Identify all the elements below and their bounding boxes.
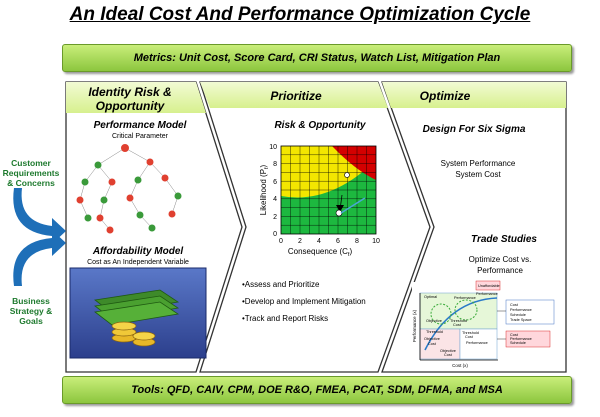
trade-label-threshold-3: Threshold bbox=[426, 330, 443, 334]
phase-header-identify-line1: Identity Risk & bbox=[88, 85, 171, 99]
business-line-1: Business bbox=[12, 296, 50, 306]
customer-line-2: Requirements bbox=[2, 168, 60, 178]
business-strategy-label: Business Strategy & Goals bbox=[2, 296, 60, 326]
bullet-mitigation: •Develop and Implement Mitigation bbox=[242, 297, 366, 306]
trade-label-optimal: Optimal bbox=[424, 295, 437, 299]
trade-label-schedule-2: Schedule bbox=[510, 341, 526, 345]
trade-label-objective-2: Objective bbox=[424, 337, 440, 341]
business-line-3: Goals bbox=[19, 316, 43, 326]
dfss-line-performance: System Performance bbox=[441, 159, 516, 168]
risk-y-tick-4: 4 bbox=[273, 196, 277, 203]
trade-label-schedule-1: Schedule bbox=[510, 313, 526, 317]
trade-label-threshold-1: Threshold bbox=[450, 319, 467, 323]
risk-x-tick-2: 2 bbox=[298, 238, 302, 245]
risk-y-tick-0: 0 bbox=[273, 231, 277, 238]
trade-label-threshold-2: Threshold bbox=[462, 331, 479, 335]
trade-chart-xlabel: Cost (x) bbox=[452, 363, 468, 368]
phase-header-identify-line2: Opportunity bbox=[96, 99, 166, 113]
phase-header-prioritize: Prioritize bbox=[270, 89, 322, 103]
trade-label-cost-5: Cost bbox=[510, 333, 519, 337]
risk-y-tick-8: 8 bbox=[273, 161, 277, 168]
risk-y-tick-10: 10 bbox=[269, 144, 277, 151]
trade-label-trade-space: Trade Space bbox=[510, 318, 532, 322]
risk-x-tick-4: 4 bbox=[317, 238, 321, 245]
performance-model-subtitle: Critical Parameter bbox=[112, 133, 169, 140]
trade-label-performance-2: Performance bbox=[466, 341, 488, 345]
page-title: An Ideal Cost And Performance Optimizati… bbox=[69, 4, 531, 25]
performance-model-title: Performance Model bbox=[94, 120, 187, 131]
affordability-model-subtitle: Cost as An Independent Variable bbox=[87, 259, 189, 266]
risk-x-tick-10: 10 bbox=[372, 238, 380, 245]
customer-line-1: Customer bbox=[11, 158, 51, 168]
metrics-bar: Metrics: Unit Cost, Score Card, CRI Stat… bbox=[62, 44, 572, 72]
performance-tree-nodes bbox=[76, 144, 182, 234]
trade-label-cost-6: Cost bbox=[428, 342, 437, 346]
risk-x-tick-0: 0 bbox=[279, 238, 283, 245]
bullet-track: •Track and Report Risks bbox=[242, 314, 328, 323]
trade-study-chart: Performance (x) Cost (x) Optimal Perform… bbox=[412, 280, 562, 370]
affordability-model-title: Affordability Model bbox=[92, 246, 184, 257]
trade-label-cost-2: Cost bbox=[444, 353, 453, 357]
risk-opportunity-title: Risk & Opportunity bbox=[274, 120, 366, 131]
bullet-assess: •Assess and Prioritize bbox=[242, 280, 320, 289]
risk-matrix: 0 2 4 6 8 10 0 2 4 6 8 10 Consequence (C… bbox=[259, 144, 380, 258]
trade-line-optimize: Optimize Cost vs. bbox=[469, 255, 532, 264]
risk-y-tick-6: 6 bbox=[273, 179, 277, 186]
trade-label-cost-1: Cost bbox=[453, 323, 462, 327]
risk-x-label: Consequence (Cf) bbox=[288, 247, 353, 258]
trade-label-performance-1: Performance bbox=[454, 296, 476, 300]
business-line-2: Strategy & bbox=[9, 306, 53, 316]
risk-y-tick-2: 2 bbox=[273, 214, 277, 221]
risk-y-label: Likelihood (Pf) bbox=[259, 164, 270, 215]
phase-header-optimize: Optimize bbox=[420, 89, 471, 103]
trade-label-cost-4: Cost bbox=[510, 303, 519, 307]
dfss-line-cost: System Cost bbox=[455, 170, 501, 179]
trade-label-objective-3: Objective bbox=[426, 319, 442, 323]
dfss-title: Design For Six Sigma bbox=[423, 124, 526, 135]
customer-input-arrow bbox=[13, 188, 66, 244]
tools-bar: Tools: QFD, CAIV, CPM, DOE R&O, FMEA, PC… bbox=[62, 376, 572, 404]
trade-studies-title: Trade Studies bbox=[471, 234, 537, 245]
risk-x-tick-8: 8 bbox=[355, 238, 359, 245]
trade-label-cost-3: Cost bbox=[465, 335, 474, 339]
risk-x-tick-6: 6 bbox=[336, 238, 340, 245]
customer-requirements-label: Customer Requirements & Concerns bbox=[2, 158, 60, 188]
trade-label-objective-1: Objective bbox=[440, 349, 456, 353]
trade-label-performance-4: Performance bbox=[510, 337, 532, 341]
trade-label-performance-5: Performance bbox=[476, 292, 498, 296]
customer-line-3: & Concerns bbox=[7, 178, 55, 188]
money-graphic bbox=[69, 267, 207, 359]
business-input-arrow bbox=[13, 230, 67, 286]
trade-line-performance: Performance bbox=[477, 266, 523, 275]
trade-label-unaffordable: Unaffordable bbox=[478, 284, 500, 288]
trade-label-performance-3: Performance bbox=[510, 308, 532, 312]
trade-chart-ylabel: Performance (x) bbox=[412, 309, 417, 342]
